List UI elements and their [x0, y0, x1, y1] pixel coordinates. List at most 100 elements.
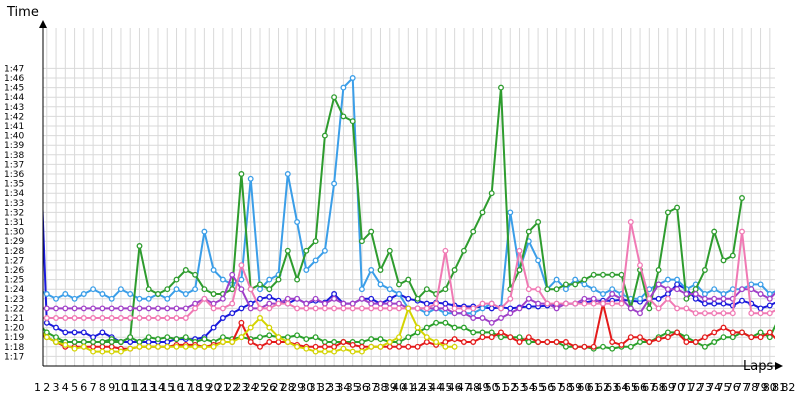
- x-tick-label: 2: [43, 381, 50, 394]
- x-tick-label: 9: [108, 381, 115, 394]
- data-point: [581, 281, 588, 288]
- data-point: [618, 341, 625, 348]
- data-point: [43, 305, 50, 312]
- data-point: [229, 286, 236, 293]
- data-point: [544, 300, 551, 307]
- data-point: [117, 348, 124, 355]
- series-line: [43, 221, 775, 319]
- data-point: [720, 257, 727, 264]
- data-point: [396, 343, 402, 350]
- data-point: [748, 281, 755, 288]
- data-point: [340, 113, 347, 120]
- data-point: [173, 305, 180, 312]
- data-point: [62, 341, 69, 348]
- x-tick-label: 20: [207, 381, 221, 394]
- data-point: [99, 329, 106, 336]
- data-point: [238, 286, 245, 293]
- data-point: [266, 339, 273, 345]
- data-point: [600, 291, 606, 297]
- x-tick-label: 59: [568, 381, 582, 394]
- x-tick-label: 68: [652, 381, 666, 394]
- data-point: [720, 310, 727, 317]
- data-point: [238, 276, 245, 283]
- data-point: [442, 247, 449, 254]
- y-tick-label: 1:38: [4, 151, 24, 161]
- y-tick-label: 1:19: [4, 333, 24, 343]
- data-point: [257, 305, 263, 312]
- data-point: [210, 291, 217, 297]
- y-axis-label: Time: [6, 5, 39, 20]
- data-point: [683, 339, 690, 345]
- data-point: [247, 305, 254, 312]
- data-point: [377, 336, 384, 343]
- data-point: [201, 295, 208, 302]
- data-point: [757, 305, 764, 312]
- data-point: [442, 319, 449, 326]
- data-point: [720, 334, 727, 341]
- data-point: [525, 295, 532, 302]
- data-point: [90, 334, 97, 341]
- data-point: [507, 305, 514, 312]
- data-point: [229, 339, 236, 345]
- data-point: [182, 291, 189, 297]
- data-point: [257, 315, 263, 321]
- data-point: [377, 305, 384, 312]
- data-point: [451, 305, 458, 312]
- data-point: [294, 343, 301, 350]
- data-point: [786, 297, 791, 302]
- data-point: [284, 339, 291, 345]
- data-point: [312, 343, 319, 350]
- x-tick-label: 25: [253, 381, 267, 394]
- x-tick-label: 67: [642, 381, 656, 394]
- data-point: [99, 343, 106, 350]
- data-point: [525, 339, 532, 345]
- y-tick-label: 1:41: [4, 122, 24, 132]
- data-point: [516, 339, 523, 345]
- data-point: [460, 339, 467, 345]
- x-tick-label: 75: [717, 381, 731, 394]
- data-point: [349, 305, 356, 312]
- data-point: [35, 306, 40, 311]
- data-point: [553, 286, 560, 293]
- data-point: [43, 334, 50, 341]
- data-point: [164, 334, 171, 341]
- data-point: [748, 334, 755, 341]
- data-point: [786, 282, 791, 287]
- data-point: [71, 339, 78, 345]
- data-point: [238, 171, 245, 177]
- data-point: [377, 300, 384, 307]
- data-point: [192, 305, 199, 312]
- data-point: [777, 316, 782, 321]
- data-point: [701, 267, 708, 273]
- x-tick-label: 66: [633, 381, 647, 394]
- data-point: [108, 295, 115, 302]
- data-point: [331, 291, 338, 297]
- data-point: [711, 228, 718, 235]
- data-point: [173, 343, 180, 350]
- data-point: [488, 329, 495, 336]
- data-point: [664, 295, 671, 302]
- data-point: [498, 305, 504, 312]
- data-point: [507, 334, 514, 341]
- data-point: [562, 286, 569, 293]
- data-point: [99, 348, 106, 355]
- data-point: [53, 315, 59, 321]
- data-point: [664, 286, 671, 293]
- data-point: [71, 345, 78, 352]
- x-tick-label: 37: [364, 381, 378, 394]
- data-point: [674, 305, 681, 312]
- data-point: [405, 334, 412, 341]
- data-point: [451, 343, 458, 350]
- data-point: [637, 334, 643, 341]
- data-point: [498, 329, 504, 336]
- data-point: [386, 300, 393, 307]
- data-point: [535, 339, 542, 345]
- x-tick-label: 73: [698, 381, 712, 394]
- data-point: [470, 315, 477, 321]
- data-point: [535, 219, 542, 225]
- data-point: [739, 286, 745, 293]
- data-point: [53, 339, 59, 345]
- data-point: [711, 329, 718, 336]
- data-point: [396, 281, 402, 288]
